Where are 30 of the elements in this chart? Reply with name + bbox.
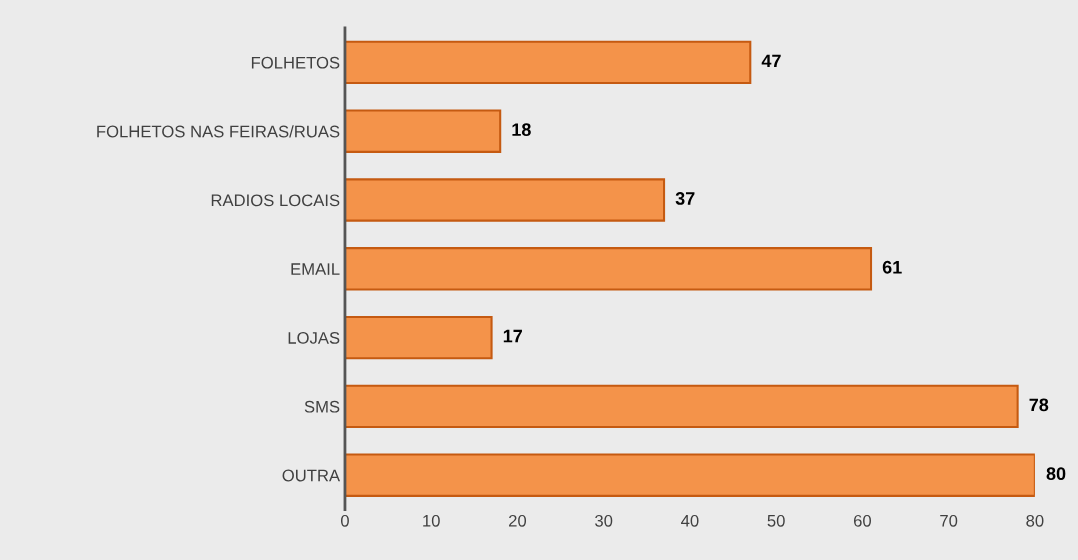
y-tick-label: LOJAS bbox=[288, 332, 340, 344]
x-tick-label: 20 bbox=[509, 514, 527, 527]
data-label: 18 bbox=[512, 123, 531, 137]
x-tick-label: 10 bbox=[423, 514, 440, 527]
data-label: 17 bbox=[503, 329, 522, 343]
bar bbox=[344, 40, 752, 85]
data-label: 80 bbox=[1046, 467, 1066, 481]
y-tick-label: RADIOS LOCAIS bbox=[211, 194, 340, 207]
x-tick-label: 0 bbox=[340, 514, 349, 527]
bar bbox=[344, 247, 873, 291]
y-tick-label: SMS bbox=[304, 400, 340, 413]
y-tick-label: OUTRA bbox=[282, 469, 341, 482]
bar bbox=[344, 178, 666, 222]
data-label: 37 bbox=[675, 192, 695, 205]
x-tick-label: 70 bbox=[940, 514, 958, 527]
bar bbox=[344, 109, 502, 153]
y-tick-label: FOLHETOS NAS FEIRAS/RUAS bbox=[97, 125, 340, 138]
x-tick-label: 50 bbox=[767, 514, 785, 527]
bar bbox=[344, 315, 493, 360]
y-tick-label: FOLHETOS bbox=[251, 56, 340, 69]
data-label: 78 bbox=[1029, 398, 1049, 412]
data-label: 61 bbox=[882, 260, 902, 274]
x-tick-label: 40 bbox=[681, 514, 699, 527]
bar bbox=[344, 453, 1035, 497]
y-tick-label: EMAIL bbox=[291, 263, 340, 275]
bar bbox=[344, 384, 1019, 429]
data-label: 47 bbox=[761, 54, 781, 68]
x-tick-label: 60 bbox=[853, 514, 872, 527]
x-tick-label: 80 bbox=[1026, 514, 1044, 527]
x-tick-label: 30 bbox=[595, 514, 613, 527]
